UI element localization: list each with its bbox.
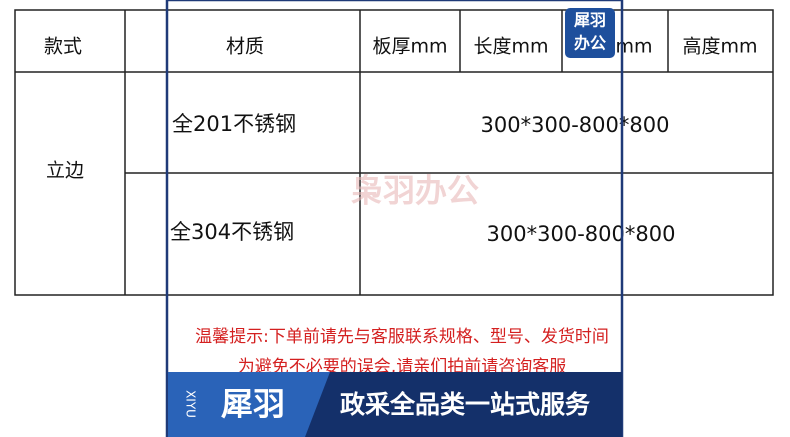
banner-brand-en: XIYU (184, 390, 198, 418)
header-cell: 款式 (44, 36, 82, 58)
watermark: 枭羽办公 (351, 172, 479, 210)
badge-text: 犀羽 (573, 11, 606, 30)
size-cell: 300*300-800*800 (487, 222, 676, 246)
header-cell: 材质 (226, 36, 264, 58)
header-cell: 板厚mm (372, 36, 447, 58)
banner-brand: 犀羽 (221, 385, 285, 423)
banner-logo-bg (168, 372, 330, 437)
table-grid (14, 9, 774, 296)
header-cell: 长度mm (473, 36, 548, 58)
style-cell: 立边 (46, 160, 84, 182)
badge-text: 办公 (574, 34, 606, 53)
material-cell: 全201不锈钢 (172, 112, 296, 136)
badge (565, 8, 615, 58)
notice-line: 温馨提示:下单前请先与客服联系规格、型号、发货时间 (195, 327, 609, 347)
size-cell: 300*300-800*800 (481, 113, 670, 137)
banner-slogan: 政采全品类一站式服务 (340, 390, 590, 419)
material-cell: 全304不锈钢 (170, 220, 294, 244)
header-cell: 高度mm (682, 36, 757, 58)
